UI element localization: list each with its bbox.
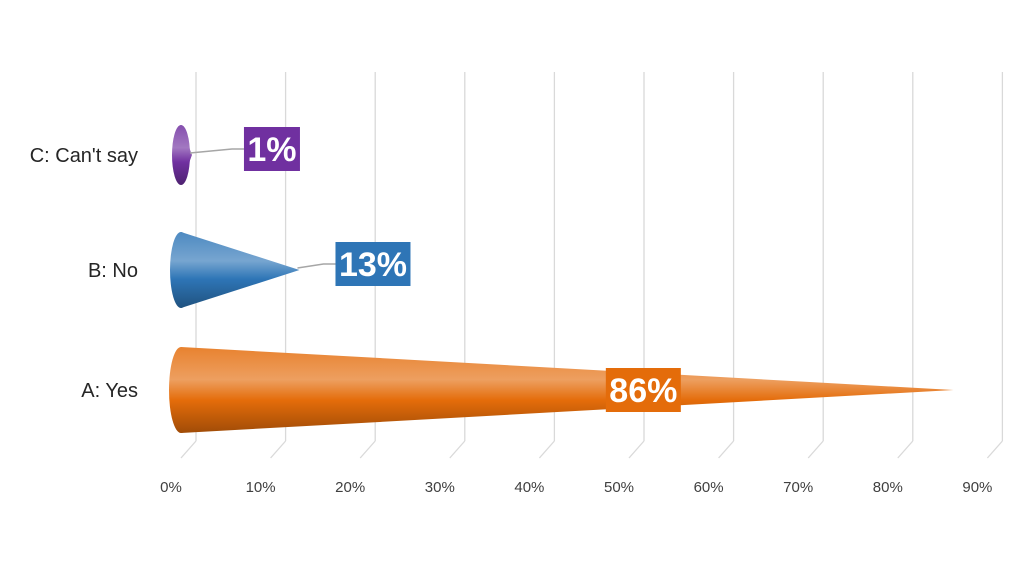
gridline-floor	[538, 440, 555, 459]
category-labels: A: Yes B: No C: Can't say	[30, 145, 138, 402]
category-label: B: No	[88, 260, 138, 282]
gridline-floor	[359, 440, 376, 459]
data-label: 13%	[339, 246, 407, 284]
cone-bar	[181, 347, 954, 433]
x-tick-label: 80%	[873, 479, 903, 496]
x-axis-tick-labels: 0% 10% 20% 30% 40% 50% 60% 70% 80% 90%	[160, 479, 992, 496]
gridline-floor	[270, 440, 287, 459]
gridline-floor	[628, 440, 645, 459]
gridline-floor	[180, 440, 197, 459]
gridline-floor	[986, 440, 1003, 459]
gridline-floor	[718, 440, 735, 459]
cone-base	[170, 232, 192, 308]
data-label: 86%	[609, 372, 677, 410]
gridline-floor	[897, 440, 914, 459]
x-tick-label: 10%	[246, 479, 276, 496]
category-label: A: Yes	[81, 380, 138, 402]
leader-line	[189, 148, 244, 154]
cone-bar	[181, 232, 300, 308]
leader-line	[297, 263, 336, 269]
cone-bars	[169, 125, 954, 433]
x-tick-label: 70%	[783, 479, 813, 496]
x-tick-label: 50%	[604, 479, 634, 496]
x-tick-label: 20%	[335, 479, 365, 496]
x-tick-label: 60%	[694, 479, 724, 496]
gridline-floor	[449, 440, 466, 459]
x-tick-label: 90%	[962, 479, 992, 496]
data-label-box	[335, 242, 411, 286]
x-tick-label: 40%	[514, 479, 544, 496]
data-label-box	[605, 368, 681, 412]
data-label: 1%	[247, 131, 296, 169]
category-label: C: Can't say	[30, 145, 138, 167]
data-label-box	[243, 127, 300, 171]
x-tick-label: 30%	[425, 479, 455, 496]
x-tick-label: 0%	[160, 479, 182, 496]
cone-base	[172, 125, 190, 185]
gridline-floor	[807, 440, 824, 459]
cone-base	[169, 347, 193, 433]
data-labels: 86% 13% 1%	[189, 127, 681, 412]
